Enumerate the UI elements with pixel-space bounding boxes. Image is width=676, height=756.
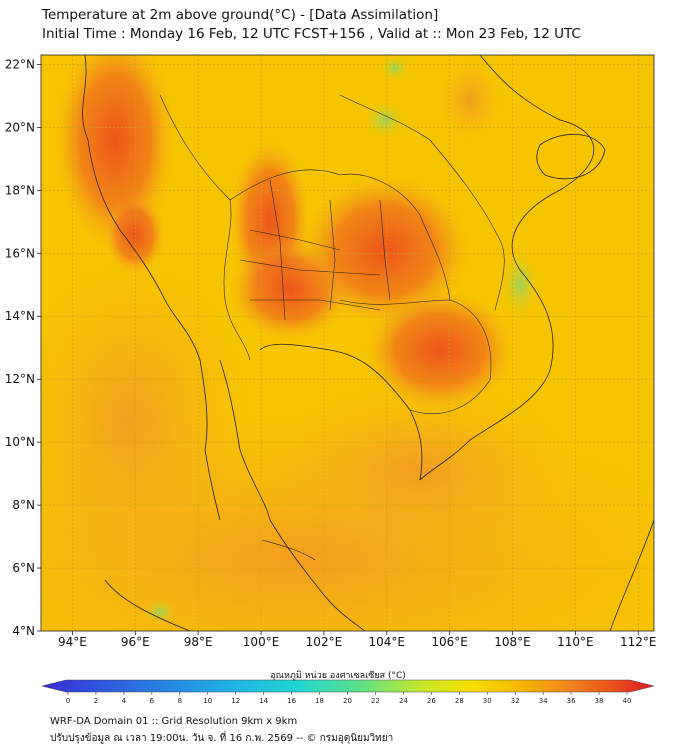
coastline-vietnam [419, 55, 595, 481]
colorbar-tick-label: 8 [178, 697, 182, 705]
lat-tick-label: 16°N [5, 246, 35, 260]
colorbar: 0 2 4 6 8 10 12 14 16 18 20 22 24 26 28 30 32 34 36 38 40 [41, 679, 655, 705]
map-subtitle: Initial Time : Monday 16 Feb, 12 UTC FCS… [42, 26, 581, 42]
colorbar-tick-label: 16 [287, 697, 296, 705]
lat-tick-label: 10°N [5, 435, 35, 449]
warm-gulf-region [270, 380, 570, 560]
colorbar-tick-label: 18 [315, 697, 324, 705]
colorbar-tick-label: 10 [203, 697, 212, 705]
colorbar-tick-label: 24 [399, 697, 408, 705]
lat-tick-label: 6°N [12, 561, 35, 575]
cool-spot-sumatra [144, 600, 176, 624]
lon-tick-label: 110°E [557, 635, 594, 649]
colorbar-tick-label: 32 [511, 697, 520, 705]
graticule [41, 55, 654, 631]
lat-tick-label: 18°N [5, 183, 35, 197]
colorbar-bar [41, 679, 655, 693]
map-frame [40, 54, 655, 632]
coastline-gulf-of-thailand [259, 343, 423, 481]
lon-tick-label: 104°E [369, 635, 406, 649]
footer-update-info: ปรับปรุงข้อมูล ณ เวลา 19:00น. วัน จ. ที่… [50, 733, 394, 744]
footer-model-info: WRF-DA Domain 01 :: Grid Resolution 9km … [50, 716, 298, 727]
colorbar-tick-label: 4 [122, 697, 127, 705]
lon-tick-label: 100°E [243, 635, 280, 649]
lat-tick-label: 8°N [12, 498, 35, 512]
lon-tick-label: 108°E [494, 635, 531, 649]
colorbar-tick-label: 26 [427, 697, 436, 705]
colorbar-tick-label: 30 [483, 697, 492, 705]
border-thailand-myanmar [159, 94, 251, 361]
colorbar-ticks: 0 2 4 6 8 10 12 14 16 18 20 22 24 26 28 30 32 34 36 38 40 [66, 692, 632, 705]
coastline-sumatra [104, 579, 191, 631]
lat-tick-label: 22°N [5, 57, 35, 71]
colorbar-tick-label: 38 [595, 697, 604, 705]
hot-region-cambodia [365, 290, 515, 410]
latitude-ticks: 4°N 6°N 8°N 10°N 12°N 14°N 16°N 18°N 20°N 22°N [5, 57, 41, 638]
colorbar-label: อุณหภูมิ หน่วย องศาเซลเซียส (°C) [270, 671, 406, 681]
warm-andaman-region [41, 260, 250, 580]
border-laos-vietnam [339, 94, 505, 311]
colorbar-tick-label: 40 [623, 697, 632, 705]
lat-tick-label: 20°N [5, 120, 35, 134]
lon-tick-label: 96°E [121, 635, 150, 649]
coastline-malay-peninsula [219, 359, 366, 631]
colorbar-tick-label: 14 [259, 697, 268, 705]
hot-region-west-myanmar [105, 195, 165, 275]
lat-tick-label: 14°N [5, 309, 35, 323]
colorbar-tick-label: 22 [371, 697, 380, 705]
colorbar-tick-label: 20 [343, 697, 352, 705]
lon-tick-label: 98°E [184, 635, 213, 649]
border-thailand-laos [229, 169, 451, 301]
colorbar-tick-label: 12 [231, 697, 240, 705]
colorbar-tick-label: 28 [455, 697, 464, 705]
border-thailand-malaysia [261, 539, 316, 561]
lat-tick-label: 4°N [12, 624, 35, 638]
warm-region-laos [440, 60, 500, 140]
hot-region-northeast-thailand [300, 175, 470, 325]
cool-spot-laos [365, 102, 405, 138]
coastline-borneo [609, 519, 654, 631]
cool-spot-north [381, 56, 409, 80]
coastline-hainan [536, 133, 606, 180]
lon-tick-label: 94°E [58, 635, 87, 649]
colorbar-tick-label: 36 [567, 697, 576, 705]
lat-tick-label: 12°N [5, 372, 35, 386]
colorbar-tick-label: 2 [94, 697, 98, 705]
coastlines [82, 55, 654, 631]
provincial-borders [239, 179, 391, 321]
lon-tick-label: 112°E [620, 635, 657, 649]
colorbar-tick-label: 0 [66, 697, 70, 705]
longitude-ticks: 94°E 96°E 98°E 100°E 102°E 104°E 106°E 108°E 110… [58, 631, 657, 649]
lon-tick-label: 102°E [306, 635, 343, 649]
country-borders [159, 94, 505, 561]
colorbar-tick-label: 34 [539, 697, 548, 705]
lon-tick-label: 106°E [431, 635, 468, 649]
coastline-myanmar [82, 55, 221, 521]
colorbar-tick-label: 6 [150, 697, 155, 705]
border-cambodia [339, 299, 492, 414]
map-title: Temperature at 2m above ground(°C) - [Da… [42, 7, 439, 23]
cool-spot-vietnam [502, 253, 538, 317]
